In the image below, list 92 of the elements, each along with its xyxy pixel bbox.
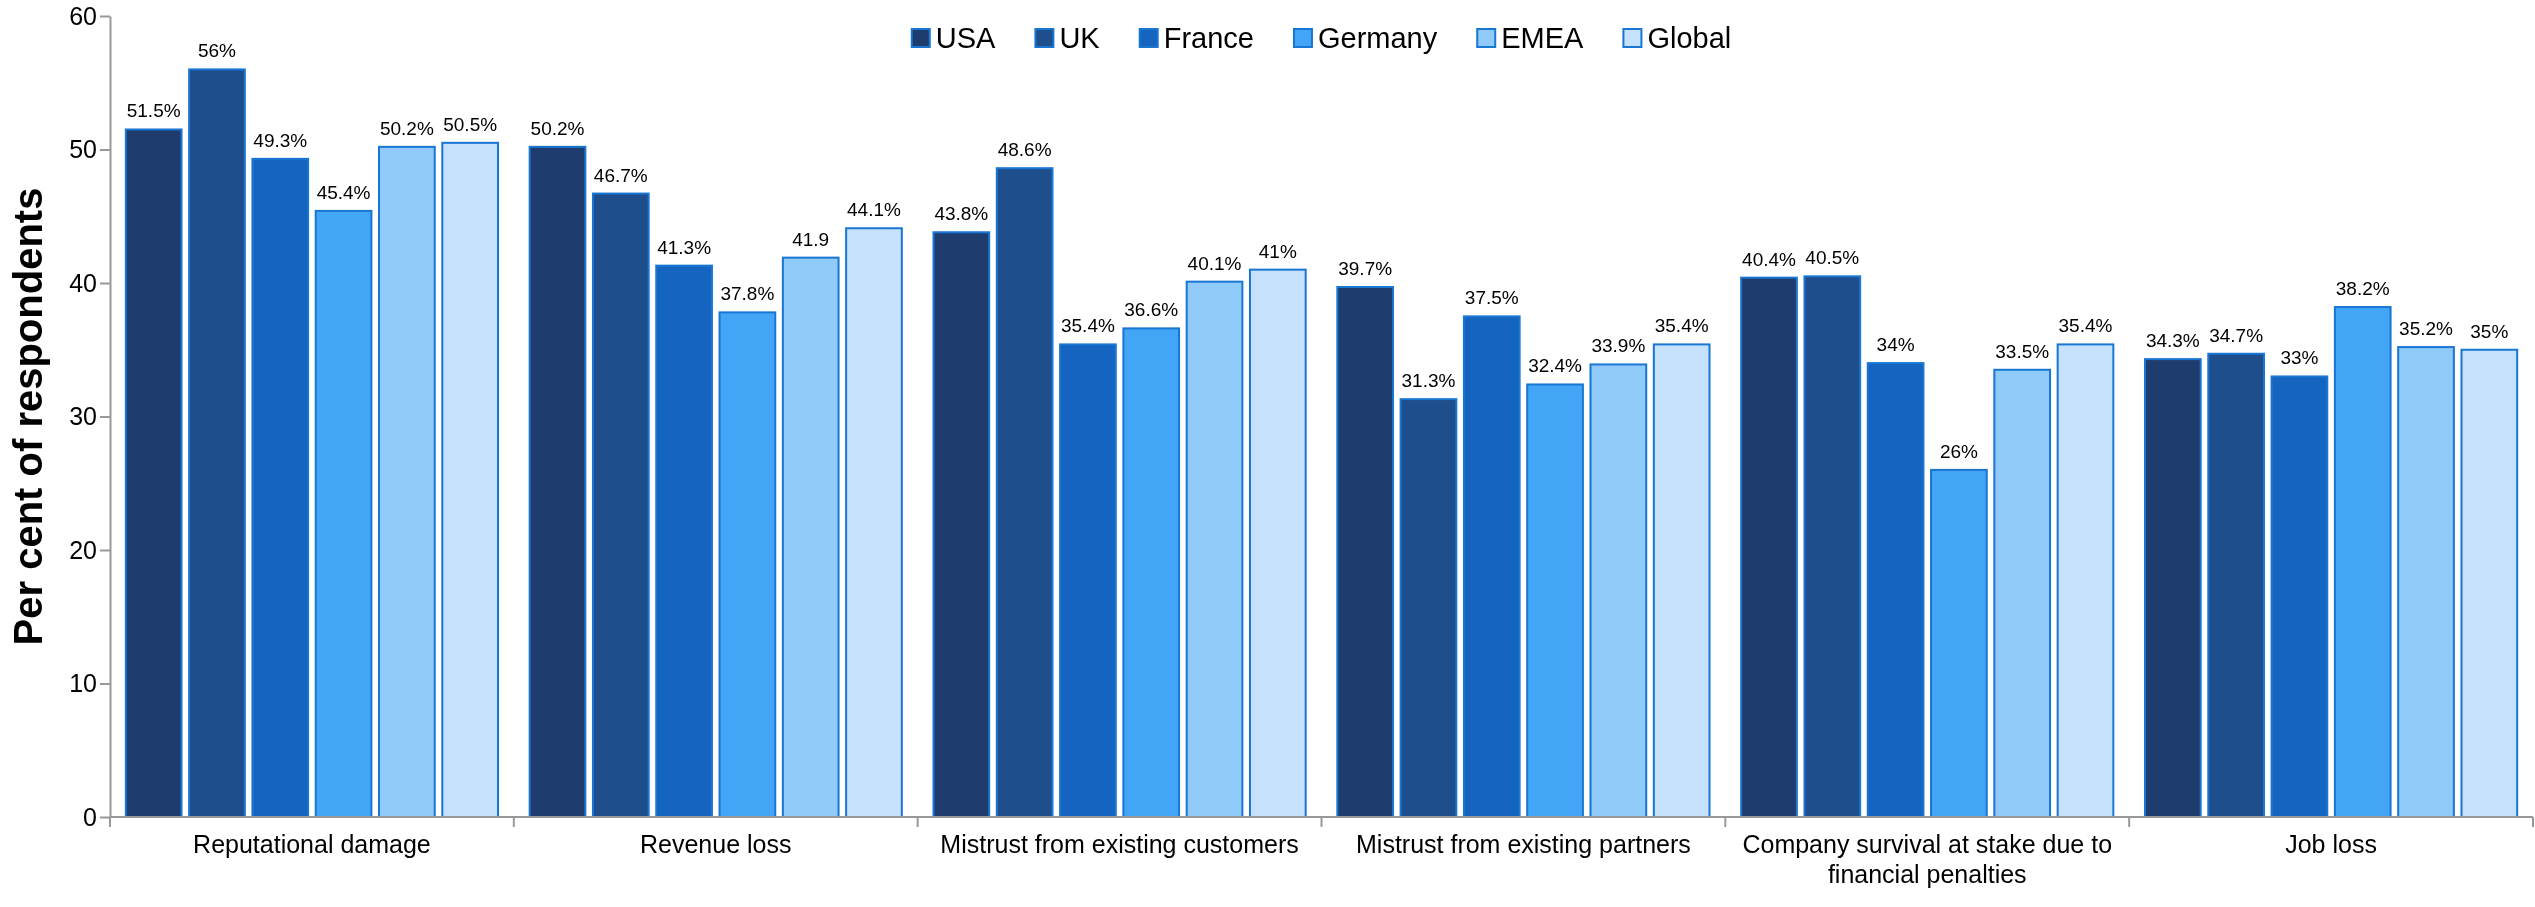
- data-label: 33.9%: [1591, 335, 1646, 357]
- data-label: 50.5%: [443, 113, 498, 135]
- bar: [251, 157, 310, 818]
- bar: [1589, 363, 1648, 818]
- x-tick-label: Company survival at stake due to financial penalties: [1742, 830, 2113, 888]
- data-label: 33%: [2280, 347, 2319, 369]
- data-label: 40.4%: [1742, 248, 1797, 270]
- legend-label: Global: [1647, 22, 1732, 54]
- bar: [1122, 327, 1181, 818]
- data-label: 36.6%: [1124, 299, 1179, 321]
- data-label: 43.8%: [934, 203, 989, 225]
- data-label: 32.4%: [1528, 355, 1583, 377]
- data-label: 37.5%: [1464, 287, 1519, 309]
- x-tick-label: Reputational damage: [193, 830, 431, 858]
- data-label: 35%: [2470, 320, 2509, 342]
- data-label: 38.2%: [2335, 278, 2390, 300]
- bar: [1248, 268, 1307, 818]
- data-label: 31.3%: [1401, 370, 1456, 392]
- y-tick-label: 30: [69, 402, 97, 430]
- data-label: 33.5%: [1995, 340, 2050, 362]
- bar: [528, 145, 587, 818]
- bar: [995, 167, 1054, 818]
- y-tick-label: 0: [83, 802, 97, 831]
- bar: [932, 231, 991, 818]
- x-tick-label: Job loss: [2285, 830, 2377, 858]
- data-label: 56%: [197, 40, 237, 62]
- bar: [2397, 346, 2455, 818]
- bar: [591, 192, 650, 818]
- data-label: 41.3%: [657, 236, 712, 258]
- bar: [1740, 276, 1798, 818]
- bar: [2270, 375, 2329, 818]
- data-label: 41.9: [792, 228, 830, 250]
- bar: [718, 311, 777, 818]
- data-label: 48.6%: [997, 139, 1052, 161]
- bar: [1462, 315, 1521, 818]
- bar: [1059, 343, 1117, 818]
- data-label: 35.4%: [2058, 315, 2113, 337]
- data-label: 51.5%: [126, 100, 181, 122]
- y-tick-label: 20: [69, 535, 97, 564]
- data-label: 26%: [1939, 440, 1979, 462]
- legend-label: Germany: [1317, 22, 1438, 54]
- bar: [1803, 275, 1862, 818]
- bar: [1185, 280, 1244, 818]
- bar: [1930, 468, 1988, 818]
- x-tick-label: Mistrust from existing customers: [940, 830, 1299, 858]
- data-label: 45.4%: [316, 181, 371, 203]
- bar: [1526, 383, 1584, 818]
- y-axis-title: Per cent of respondents: [6, 187, 50, 646]
- bar: [2333, 306, 2392, 818]
- bar: [781, 256, 840, 818]
- bar: [441, 141, 500, 818]
- data-label: 40.1%: [1187, 252, 1242, 274]
- data-label: 34%: [1876, 334, 1915, 356]
- legend-label: France: [1163, 22, 1254, 54]
- y-tick-label: 60: [69, 1, 97, 30]
- data-label: 35.4%: [1061, 315, 1115, 337]
- bar: [1866, 362, 1925, 818]
- bar: [2143, 358, 2202, 818]
- bar: [2207, 352, 2265, 818]
- data-label: 34.3%: [2145, 330, 2200, 352]
- data-label: 46.7%: [593, 164, 648, 186]
- bar: [314, 209, 373, 818]
- x-tick-label: Revenue loss: [640, 830, 792, 858]
- bar: [845, 227, 903, 818]
- data-label: 35.4%: [1654, 315, 1709, 337]
- bar: [1993, 368, 2052, 818]
- data-label: 50.2%: [379, 117, 434, 139]
- data-label: 50.2%: [530, 117, 585, 139]
- bar: [124, 128, 183, 818]
- bar: [188, 68, 246, 818]
- data-label: 34.7%: [2209, 324, 2264, 346]
- y-tick-label: 10: [69, 669, 97, 697]
- bar: [2056, 343, 2115, 818]
- data-label: 35.2%: [2399, 318, 2454, 340]
- bar: [1336, 286, 1395, 818]
- data-label: 44.1%: [847, 199, 902, 221]
- bar: [378, 145, 436, 818]
- bar: [1652, 343, 1711, 818]
- data-label: 39.7%: [1338, 258, 1393, 280]
- data-label: 40.5%: [1805, 247, 1860, 269]
- legend-label: USA: [935, 22, 997, 54]
- legend-label: EMEA: [1501, 22, 1585, 54]
- x-tick-label: Mistrust from existing partners: [1356, 830, 1691, 858]
- bar: [1399, 398, 1458, 818]
- data-label: 41%: [1258, 240, 1297, 262]
- y-tick-label: 40: [69, 268, 97, 297]
- y-tick-label: 50: [69, 135, 97, 163]
- data-label: 37.8%: [720, 283, 775, 305]
- data-label: 49.3%: [253, 129, 308, 151]
- bar: [2460, 348, 2519, 818]
- legend-label: UK: [1059, 22, 1101, 54]
- bar: [655, 264, 713, 818]
